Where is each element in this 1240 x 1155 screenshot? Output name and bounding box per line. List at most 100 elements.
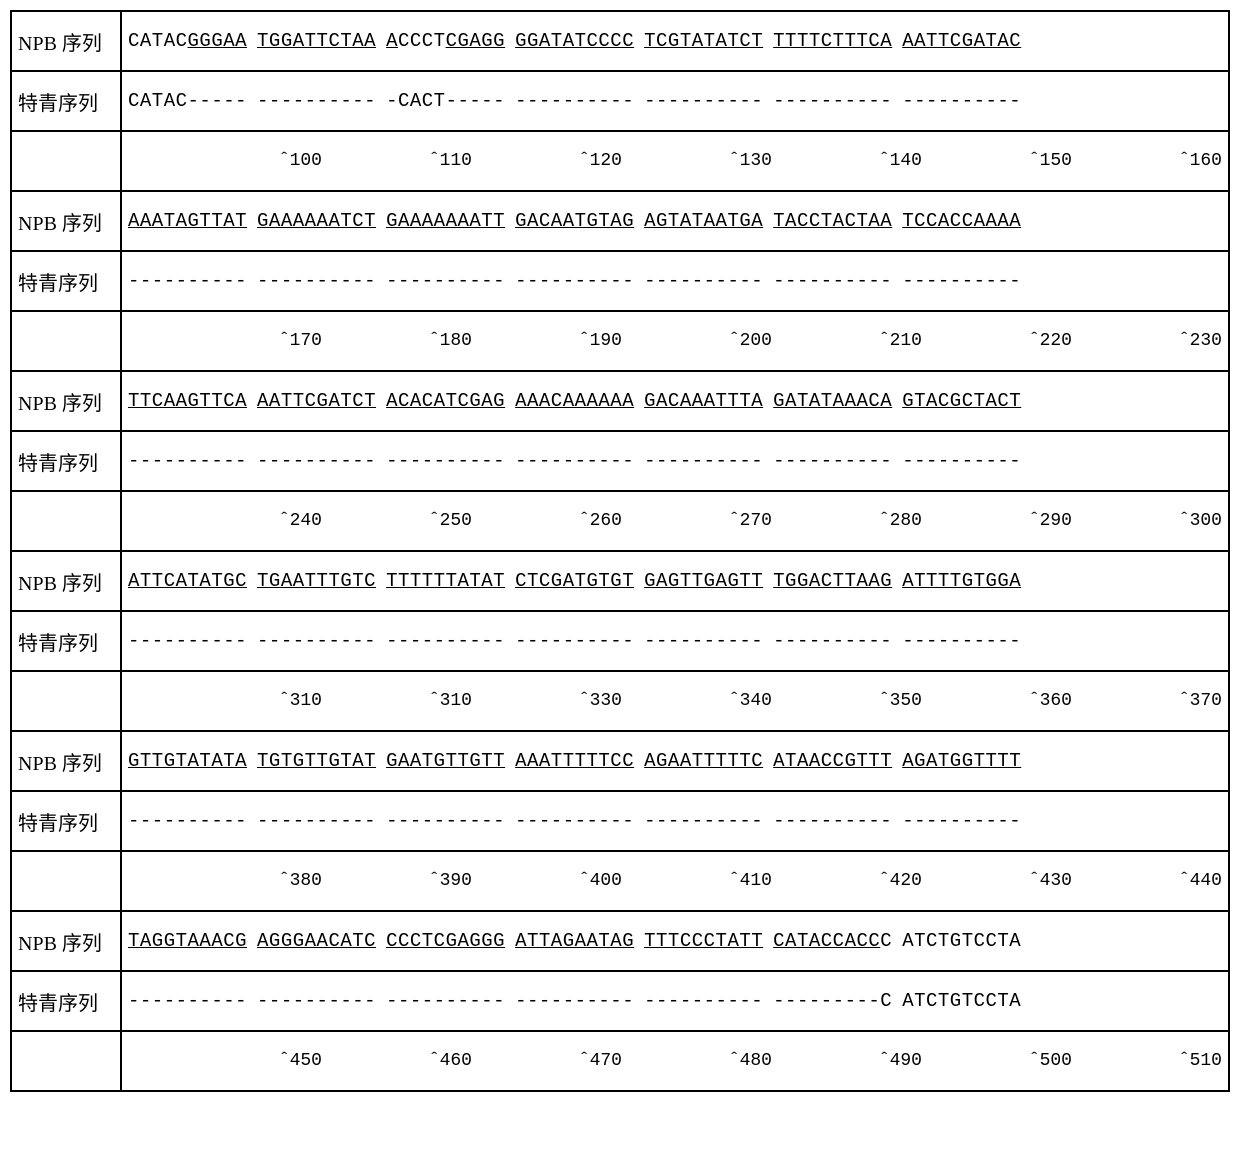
sequence-block: ---------- (773, 90, 892, 112)
sequence-block: ---------- (644, 630, 763, 652)
sequence-block: GGATATCCCC (515, 30, 634, 52)
position-tick: ˆ330 (472, 691, 622, 711)
row-label-empty (11, 851, 121, 911)
position-tick: ˆ130 (622, 151, 772, 171)
sequence-block: AATTCGATAC (902, 30, 1021, 52)
position-tick: ˆ150 (922, 151, 1072, 171)
sequence-block: GTACGCTACT (902, 390, 1021, 412)
position-tick: ˆ380 (122, 871, 322, 891)
sequence-cell: ---------- ---------- ---------- ----------… (121, 971, 1229, 1031)
sequence-cell: ---------- ---------- ---------- ----------… (121, 251, 1229, 311)
ruler-cell: ˆ450ˆ460ˆ470ˆ480ˆ490ˆ500ˆ510 (121, 1031, 1229, 1091)
sequence-block: ---------- (257, 450, 376, 472)
sequence-block: TTTTCTTTCA (773, 30, 892, 52)
position-tick: ˆ430 (922, 871, 1072, 891)
sequence-block: ---------- (128, 270, 247, 292)
sequence-block: CCCTCGAGGG (386, 930, 505, 952)
sequence-block: TTTTTTATAT (386, 570, 505, 592)
ruler-row: ˆ240ˆ250ˆ260ˆ270ˆ280ˆ290ˆ300 (11, 491, 1229, 551)
sequence-alignment-table: NPB 序列CATACGGGAATGGATTCTAAACCCTCGAGGGGAT… (10, 10, 1230, 1092)
sequence-block: AGAATTTTTC (644, 750, 763, 772)
sequence-block: ---------- (128, 810, 247, 832)
row-label-tq: 特青序列 (11, 71, 121, 131)
sequence-block: ---------- (902, 810, 1021, 832)
position-tick: ˆ170 (122, 331, 322, 351)
row-label-npb: NPB 序列 (11, 731, 121, 791)
sequence-cell: CATAC----------------CACT---------------… (121, 71, 1229, 131)
sequence-cell: AAATAGTTATGAAAAAATCTGAAAAAAATTGACAATGTAG… (121, 191, 1229, 251)
position-tick: ˆ460 (322, 1051, 472, 1071)
position-tick: ˆ270 (622, 511, 772, 531)
sequence-block: TTCAAGTTCA (128, 390, 247, 412)
sequence-block: ATCTGTCCTA (902, 990, 1021, 1012)
position-tick: ˆ340 (622, 691, 772, 711)
sequence-cell: ATTCATATGCTGAATTTGTCTTTTTTATATCTCGATGTGT… (121, 551, 1229, 611)
ruler-cell: ˆ100ˆ110ˆ120ˆ130ˆ140ˆ150ˆ160 (121, 131, 1229, 191)
position-tick: ˆ200 (622, 331, 772, 351)
ruler-cell: ˆ310ˆ310ˆ330ˆ340ˆ350ˆ360ˆ370 (121, 671, 1229, 731)
sequence-block: CTCGATGTGT (515, 570, 634, 592)
ruler-row: ˆ170ˆ180ˆ190ˆ200ˆ210ˆ220ˆ230 (11, 311, 1229, 371)
row-label-tq: 特青序列 (11, 971, 121, 1031)
position-tick: ˆ310 (122, 691, 322, 711)
sequence-block: GACAAATTTA (644, 390, 763, 412)
row-label-npb: NPB 序列 (11, 371, 121, 431)
sequence-block: ATAACCGTTT (773, 750, 892, 772)
sequence-block: ---------- (386, 990, 505, 1012)
sequence-block: ---------- (515, 990, 634, 1012)
sequence-block: TGAATTTGTC (257, 570, 376, 592)
sequence-block: ---------- (644, 810, 763, 832)
sequence-block: TGTGTTGTAT (257, 750, 376, 772)
position-tick: ˆ410 (622, 871, 772, 891)
sequence-block: ACACATCGAG (386, 390, 505, 412)
sequence-block: ---------- (773, 630, 892, 652)
sequence-block: ---------- (257, 270, 376, 292)
sequence-block: TGGACTTAAG (773, 570, 892, 592)
position-tick: ˆ210 (772, 331, 922, 351)
position-tick: ˆ160 (1072, 151, 1222, 171)
row-label-empty (11, 671, 121, 731)
sequence-block: ---------- (773, 810, 892, 832)
npb-row: NPB 序列ATTCATATGCTGAATTTGTCTTTTTTATATCTCG… (11, 551, 1229, 611)
sequence-block: ---------- (515, 270, 634, 292)
sequence-cell: ----------------------------------------… (121, 611, 1229, 671)
position-tick: ˆ260 (472, 511, 622, 531)
ruler-cell: ˆ170ˆ180ˆ190ˆ200ˆ210ˆ220ˆ230 (121, 311, 1229, 371)
ruler-row: ˆ310ˆ310ˆ330ˆ340ˆ350ˆ360ˆ370 (11, 671, 1229, 731)
position-tick: ˆ240 (122, 511, 322, 531)
sequence-block: ---------C (773, 990, 892, 1012)
position-tick: ˆ400 (472, 871, 622, 891)
sequence-block: ---------- (386, 450, 505, 472)
sequence-block: ---------- (257, 990, 376, 1012)
sequence-block: ATCTGTCCTA (902, 930, 1021, 952)
sequence-block: AAATAGTTAT (128, 210, 247, 232)
row-label-npb: NPB 序列 (11, 551, 121, 611)
sequence-block: AGATGGTTTT (902, 750, 1021, 772)
row-label-empty (11, 311, 121, 371)
sequence-block: ---------- (644, 90, 763, 112)
sequence-block: AGGGAACATC (257, 930, 376, 952)
sequence-block: ---------- (902, 90, 1021, 112)
sequence-cell: TAGGTAAACGAGGGAACATCCCCTCGAGGGATTAGAATAG… (121, 911, 1229, 971)
sequence-block: ---------- (644, 990, 763, 1012)
row-label-empty (11, 1031, 121, 1091)
position-tick: ˆ490 (772, 1051, 922, 1071)
sequence-block: ---------- (257, 810, 376, 832)
sequence-block: CATACCACCC (773, 930, 892, 952)
sequence-cell: TTCAAGTTCAAATTCGATCTACACATCGAGAAACAAAAAA… (121, 371, 1229, 431)
position-tick: ˆ390 (322, 871, 472, 891)
sequence-cell: GTTGTATATATGTGTTGTATGAATGTTGTTAAATTTTTCC… (121, 731, 1229, 791)
position-tick: ˆ470 (472, 1051, 622, 1071)
position-tick: ˆ220 (922, 331, 1072, 351)
position-tick: ˆ290 (922, 511, 1072, 531)
sequence-block: ---------- (386, 270, 505, 292)
sequence-block: ---------- (386, 810, 505, 832)
sequence-block: ---------- (515, 90, 634, 112)
sequence-block: ---------- (902, 630, 1021, 652)
sequence-block: TCCACCAAAA (902, 210, 1021, 232)
sequence-block: AGTATAATGA (644, 210, 763, 232)
sequence-block: ---------- (128, 990, 247, 1012)
sequence-block: TTTCCCTATT (644, 930, 763, 952)
sequence-block: AAATTTTTCC (515, 750, 634, 772)
row-label-empty (11, 131, 121, 191)
